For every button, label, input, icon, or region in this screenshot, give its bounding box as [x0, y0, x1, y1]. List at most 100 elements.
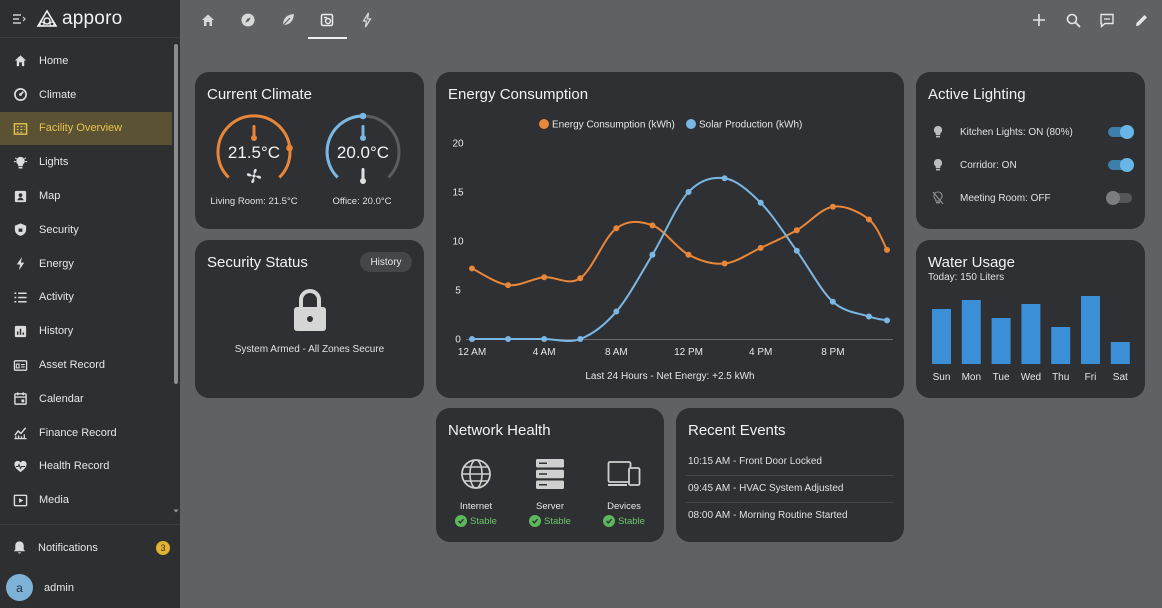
scroll-down-icon[interactable]: [173, 508, 179, 514]
add-button[interactable]: [1028, 9, 1050, 31]
messages-button[interactable]: [1096, 9, 1118, 31]
sidebar-item-lights[interactable]: Lights: [0, 145, 172, 179]
sidebar-item-label: Energy: [39, 257, 74, 270]
tab-explore[interactable]: [236, 8, 260, 32]
sidebar-item-calendar[interactable]: Calendar: [0, 382, 172, 416]
sidebar-nav: Home Climate Facility Overview Lights Ma…: [0, 44, 172, 517]
climate-card: Current Climate 21.5°C Living Room: 21.5…: [195, 72, 424, 229]
sidebar-scrollbar[interactable]: [174, 44, 178, 384]
light-row-kitchen: Kitchen Lights: ON (80%): [932, 122, 1134, 142]
menu-collapse-icon[interactable]: [12, 12, 26, 26]
app-name: apporo: [62, 7, 123, 29]
living-room-gauge[interactable]: 21.5°C: [214, 112, 294, 192]
check-icon: [455, 515, 468, 527]
security-icon: [14, 223, 26, 237]
legend-swatch: [686, 119, 696, 129]
network-title: Network Health: [448, 422, 551, 439]
x-tick-label: 8 PM: [821, 347, 844, 358]
sidebar-item-health-record[interactable]: Health Record: [0, 450, 172, 484]
lighting-card: Active Lighting Kitchen Lights: ON (80%)…: [916, 72, 1145, 229]
gauge-ring: [325, 112, 401, 179]
network-item-server[interactable]: Server Stable: [515, 458, 585, 527]
data-point: [577, 336, 584, 342]
sidebar-item-label: Climate: [39, 88, 77, 101]
thermometer-icon: [360, 125, 366, 141]
tab-home[interactable]: [196, 8, 220, 32]
sidebar-item-label: Media: [39, 494, 69, 507]
network-item-status: Stable: [589, 515, 659, 527]
day-label: Fri: [1085, 372, 1097, 383]
sidebar-item-facility-overview[interactable]: Facility Overview: [0, 111, 172, 146]
sidebar-user[interactable]: a admin: [6, 574, 74, 601]
data-point: [829, 298, 836, 305]
sidebar-item-media[interactable]: Media: [0, 483, 172, 517]
sidebar-item-energy[interactable]: Energy: [0, 247, 172, 281]
status-text: Stable: [470, 515, 497, 527]
sidebar-divider: [0, 524, 180, 525]
sidebar-item-history[interactable]: History: [0, 314, 172, 348]
event-item[interactable]: 09:45 AM - HVAC System Adjusted: [688, 483, 844, 494]
network-item-status: Stable: [515, 515, 585, 527]
legend-label: Energy Consumption (kWh): [552, 120, 675, 131]
network-item-devices[interactable]: Devices Stable: [589, 458, 659, 527]
history-button[interactable]: History: [360, 252, 412, 272]
data-point: [884, 317, 890, 324]
climate-icon: [13, 88, 27, 102]
sidebar-item-finance-record[interactable]: Finance Record: [0, 416, 172, 450]
data-point: [541, 336, 548, 342]
search-icon: [1066, 13, 1081, 28]
day-label: Sun: [933, 372, 951, 383]
bell-icon: [13, 541, 26, 554]
water-title: Water Usage: [928, 254, 1015, 271]
water-card: Water Usage Today: 150 Liters Sun Mon Tue W…: [916, 240, 1145, 398]
sidebar-item-map[interactable]: Map: [0, 179, 172, 213]
sidebar-item-asset-record[interactable]: Asset Record: [0, 348, 172, 382]
active-tab-indicator: [308, 37, 347, 39]
data-point: [685, 189, 692, 195]
media-icon: [13, 494, 27, 507]
data-point: [793, 227, 800, 234]
search-button[interactable]: [1062, 9, 1084, 31]
y-tick-label: 0: [455, 335, 461, 346]
energy-icon: [16, 257, 24, 271]
sidebar: apporo Home Climate Facility Overview Li…: [0, 0, 180, 608]
data-point: [649, 222, 656, 229]
meeting-room-toggle[interactable]: [1106, 191, 1132, 205]
light-label: Kitchen Lights: ON (80%): [960, 126, 1073, 138]
avatar: a: [6, 574, 33, 601]
sidebar-item-home[interactable]: Home: [0, 44, 172, 78]
sidebar-item-label: Asset Record: [39, 359, 106, 372]
sidebar-notifications[interactable]: Notifications 3: [12, 540, 172, 555]
notification-count-badge: 3: [156, 540, 170, 555]
kitchen-lights-toggle[interactable]: [1108, 125, 1134, 139]
sidebar-item-climate[interactable]: Climate: [0, 78, 172, 112]
tab-energy[interactable]: [355, 8, 379, 32]
corridor-toggle[interactable]: [1108, 158, 1134, 172]
bulb-icon: [933, 125, 943, 138]
water-bar-mon: [961, 300, 981, 364]
sidebar-item-activity[interactable]: Activity: [0, 281, 172, 315]
energy-footer: Last 24 Hours - Net Energy: +2.5 kWh: [585, 371, 755, 382]
calendar-icon: [13, 392, 27, 406]
app-logo[interactable]: apporo: [36, 8, 122, 30]
network-item-internet[interactable]: Internet Stable: [441, 458, 511, 527]
edit-button[interactable]: [1130, 9, 1152, 31]
data-point: [541, 274, 548, 281]
data-point: [505, 282, 512, 289]
sidebar-item-label: Map: [39, 190, 61, 203]
event-item[interactable]: 10:15 AM - Front Door Locked: [688, 456, 822, 467]
top-bar: [180, 0, 1162, 40]
data-point: [613, 225, 620, 232]
health-icon: [13, 460, 27, 473]
events-card: Recent Events 10:15 AM - Front Door Lock…: [676, 408, 904, 542]
tab-facility-overview[interactable]: [315, 8, 339, 32]
series-line-solar: [471, 176, 888, 343]
event-item[interactable]: 08:00 AM - Morning Routine Started: [688, 510, 848, 521]
office-gauge[interactable]: 20.0°C: [323, 112, 403, 192]
legend-label: Solar Production (kWh): [699, 120, 802, 131]
data-point: [613, 308, 620, 315]
tab-eco[interactable]: [276, 8, 300, 32]
water-chart: Sun Mon Tue Wed Thu Fri Sat: [932, 296, 1130, 383]
x-tick-label: 4 AM: [533, 347, 556, 358]
sidebar-item-security[interactable]: Security: [0, 213, 172, 247]
